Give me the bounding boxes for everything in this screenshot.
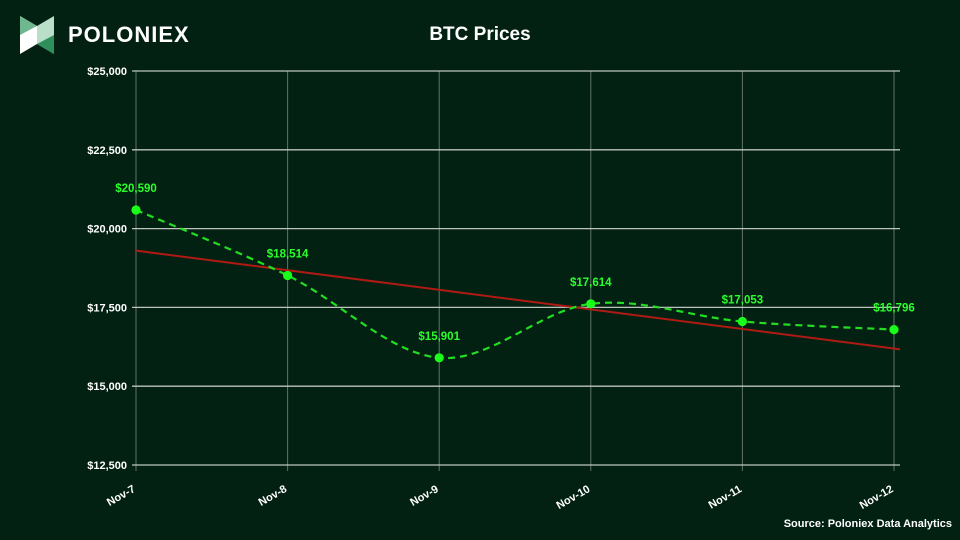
source-note: Source: Poloniex Data Analytics [783, 518, 952, 530]
price-point [283, 270, 293, 281]
price-data-label: $18,514 [267, 248, 309, 260]
x-tick-label: Nov-10 [555, 483, 593, 512]
chart-title: BTC Prices [429, 24, 531, 45]
y-tick-label: $17,500 [87, 302, 127, 314]
y-tick-label: $25,000 [87, 66, 127, 78]
brand-name: POLONIEX [68, 22, 190, 47]
y-tick-label: $12,500 [87, 460, 127, 472]
y-tick-label: $20,000 [87, 224, 127, 236]
axis-layer: $12,500 $15,000 $17,500 $20,000 $22,500 $25,0… [87, 66, 895, 512]
x-tick-label: Nov-7 [105, 483, 137, 509]
x-tick-label: Nov-9 [408, 483, 440, 509]
grid-layer [132, 70, 900, 471]
price-series-line [135, 208, 895, 360]
y-tick-label: $22,500 [87, 145, 127, 157]
price-data-label: $17,614 [570, 277, 612, 289]
trend-layer [135, 249, 901, 351]
series-layer [131, 205, 899, 363]
price-point [889, 324, 899, 335]
x-tick-label: Nov-11 [707, 483, 744, 511]
price-data-label: $15,901 [418, 331, 460, 343]
label-layer: $20,590 $18,514 $15,901 $17,614 $17,053 $16,7… [115, 183, 915, 343]
price-point [737, 316, 748, 327]
price-data-label: $17,053 [722, 294, 764, 306]
y-tick-label: $15,000 [87, 381, 127, 393]
brand-logo: POLONIEX [20, 16, 190, 54]
price-data-label: $20,590 [115, 183, 157, 195]
x-tick-label: Nov-12 [858, 483, 896, 512]
x-tick-label: Nov-8 [257, 483, 289, 509]
trend-line [135, 249, 901, 351]
poloniex-logo-icon [20, 16, 54, 54]
price-data-label: $16,796 [873, 303, 915, 315]
price-point [586, 299, 596, 309]
price-point [131, 205, 141, 215]
price-point [434, 353, 444, 363]
